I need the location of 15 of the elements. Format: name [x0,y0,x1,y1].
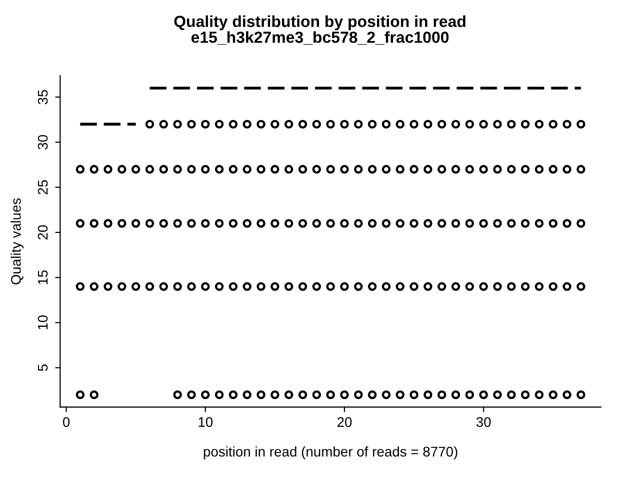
x-tick-label: 20 [337,417,352,427]
y-tick-label: 20 [38,225,48,240]
y-tick-label: 15 [38,270,48,284]
x-tick-label: 30 [476,417,491,427]
x-tick-label: 10 [198,417,213,427]
y-tick-label: 10 [38,315,48,330]
chart-title: Quality distribution by position in read [174,15,466,30]
chart-subtitle: e15_h3k27me3_bc578_2_frac1000 [191,31,449,45]
y-tick-label: 25 [38,180,48,194]
y-tick-label: 5 [38,364,48,372]
x-tick-label: 0 [62,417,70,427]
y-axis-title: Quality values [10,198,24,284]
x-axis-title: position in read (number of reads = 8770) [204,446,458,460]
y-tick-label: 30 [38,135,48,150]
y-tick-label: 35 [38,90,48,104]
